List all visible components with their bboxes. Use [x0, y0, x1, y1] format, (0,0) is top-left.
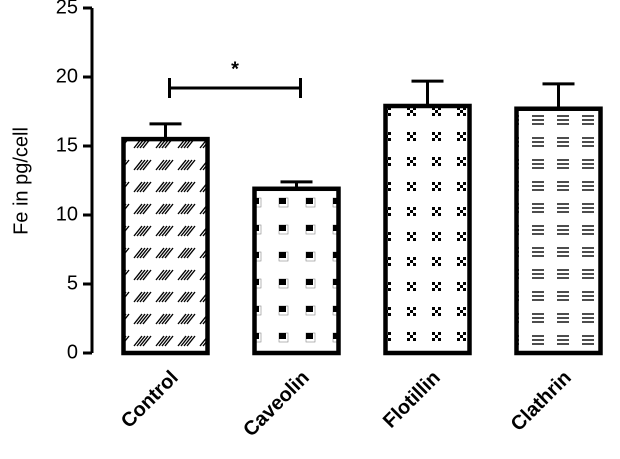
y-tick-label: 10: [56, 203, 78, 225]
bar: [514, 106, 603, 356]
x-tick-label: Clathrin: [507, 367, 576, 436]
bar: [252, 186, 341, 356]
y-tick-label: 25: [56, 0, 78, 18]
y-tick-label: 0: [67, 341, 78, 363]
y-tick-label: 5: [67, 272, 78, 294]
y-tick-label: 20: [56, 65, 78, 87]
x-tick-label: Flotillin: [379, 367, 445, 433]
x-tick-label: Control: [117, 367, 183, 433]
bar: [121, 136, 210, 356]
x-tick-label: Caveolin: [239, 367, 314, 442]
y-tick-label: 15: [56, 134, 78, 156]
bar: [383, 103, 472, 356]
y-axis-label: Fe in pg/cell: [10, 127, 32, 235]
significance-label: *: [231, 58, 239, 80]
